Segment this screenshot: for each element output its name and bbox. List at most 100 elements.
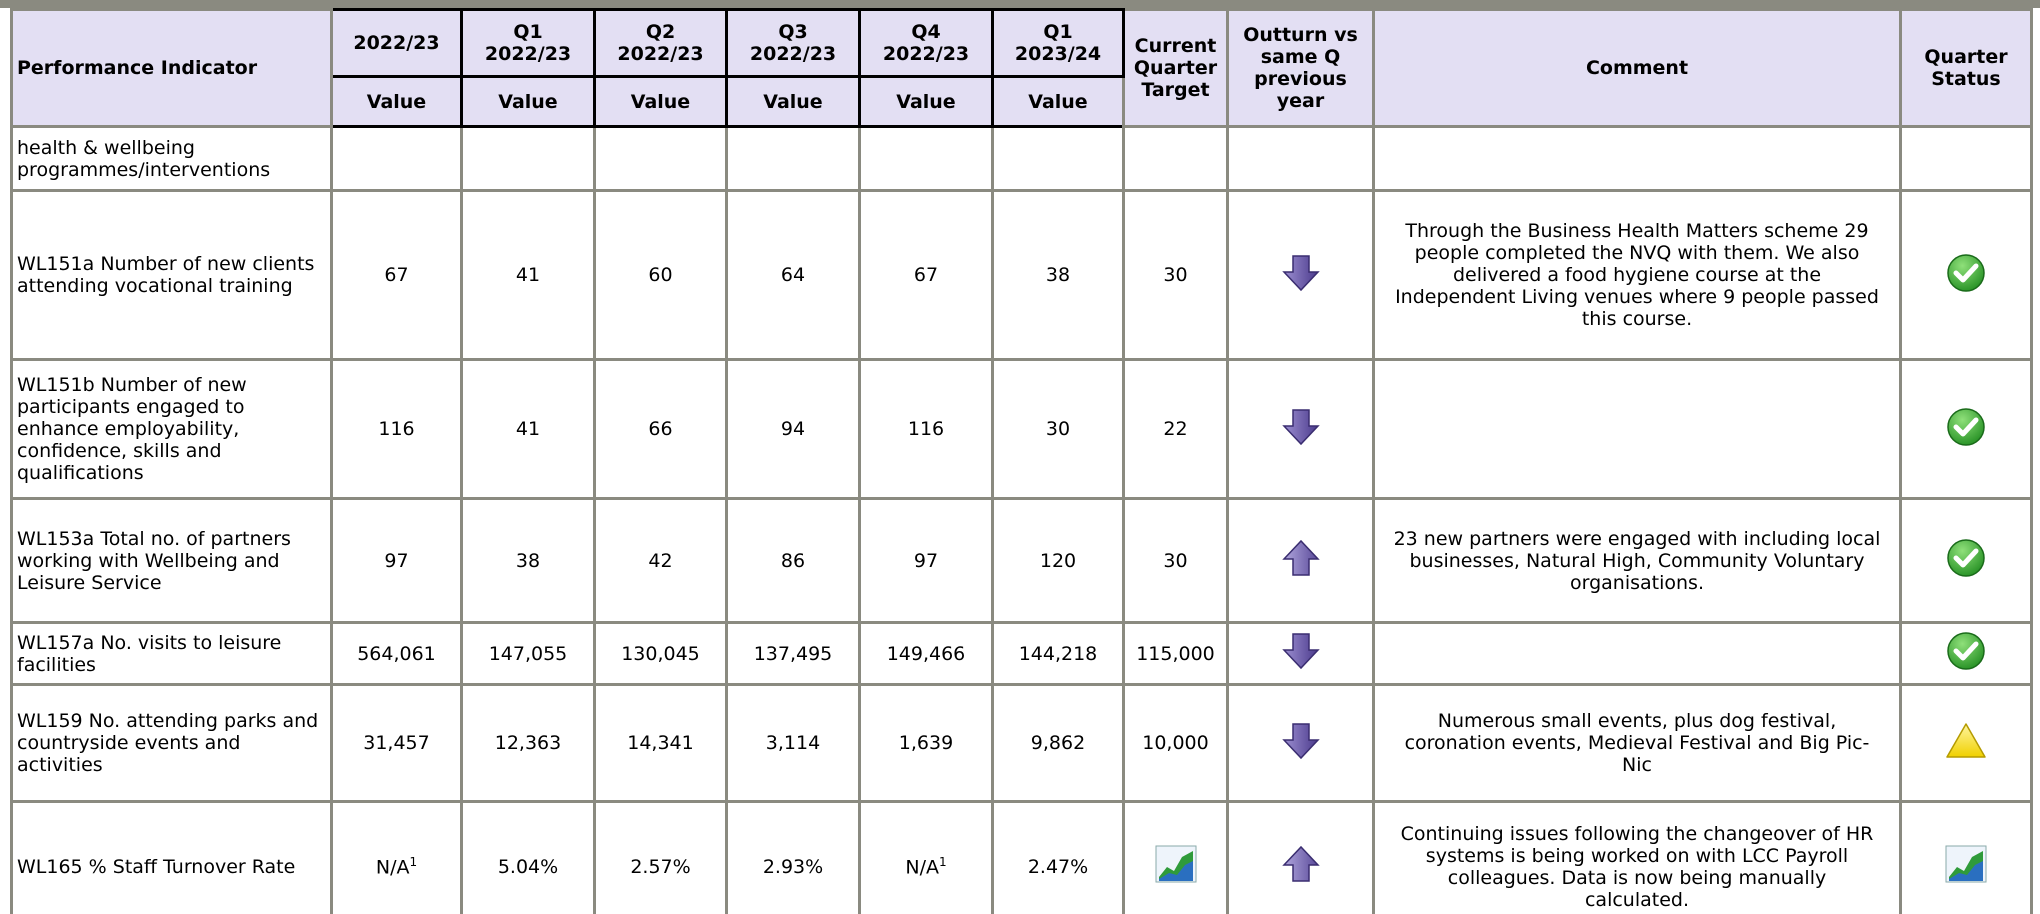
header-text: Q1 2022/23 xyxy=(484,21,572,65)
header-cell: Q3 2022/23 xyxy=(725,8,861,78)
cell-text: 120 xyxy=(1039,549,1077,572)
value-cell: 67 xyxy=(858,189,994,361)
value-cell: 30 xyxy=(991,358,1125,500)
comment-cell: 23 new partners were engaged with includ… xyxy=(1372,497,1902,624)
target-cell: 10,000 xyxy=(1122,683,1229,803)
status-cell xyxy=(1899,497,2033,624)
cell-text: 115,000 xyxy=(1136,642,1215,665)
value-cell: 147,055 xyxy=(460,621,596,686)
cell-text: Numerous small events, plus dog festival… xyxy=(1404,710,1870,776)
header-row: Value Value Value Value Value Value xyxy=(12,75,2032,128)
outturn-cell xyxy=(1226,800,1375,914)
chart-icon xyxy=(1155,845,1197,883)
comment-cell: Through the Business Health Matters sche… xyxy=(1372,189,1902,361)
header-text: Current Quarter Target xyxy=(1133,35,1218,101)
value-cell xyxy=(991,125,1125,192)
header-text: Quarter Status xyxy=(1924,46,2008,90)
status-icon xyxy=(1945,252,1987,294)
value-cell: N/A1 xyxy=(330,800,463,914)
trend-arrow xyxy=(1280,630,1322,672)
status-cell xyxy=(1899,358,2033,500)
cell-text: 30 xyxy=(1163,549,1188,572)
header-cell: Value xyxy=(593,75,728,128)
cell-text: 66 xyxy=(648,418,673,440)
cell-text: 64 xyxy=(780,264,806,286)
value-cell: 144,218 xyxy=(991,621,1125,686)
cell-text: WL157a No. visits to leisure facilities xyxy=(17,631,282,676)
value-cell: 66 xyxy=(593,358,728,500)
cell-text: 1,639 xyxy=(898,732,954,754)
value-cell: 38 xyxy=(991,189,1125,361)
cell-text: 2.93% xyxy=(762,855,824,878)
header-cell: Comment xyxy=(1372,8,1902,128)
header-cell: Value xyxy=(330,75,463,128)
header-cell: Value xyxy=(991,75,1125,128)
header-text: Performance Indicator xyxy=(17,57,258,79)
indicator-cell: WL165 % Staff Turnover Rate xyxy=(10,800,333,914)
value-cell: 12,363 xyxy=(460,683,596,803)
comment-cell xyxy=(1372,125,1902,192)
value-cell: 94 xyxy=(725,358,861,500)
status-icon xyxy=(1945,406,1987,448)
cell-text: 116 xyxy=(907,418,945,440)
header-cell: Q4 2022/23 xyxy=(858,8,994,78)
cell-text: 23 new partners were engaged with includ… xyxy=(1393,527,1881,594)
comment-cell xyxy=(1372,358,1902,500)
table-row: WL165 % Staff Turnover Rate N/A1 5.04% 2.57… xyxy=(10,800,2033,914)
header-text: Q2 2022/23 xyxy=(617,21,704,65)
cell-text: 97 xyxy=(384,549,409,572)
status-cell xyxy=(1899,683,2033,803)
cell-text: 41 xyxy=(515,418,541,440)
header-cell: 2022/23 xyxy=(330,8,463,78)
value-cell: 41 xyxy=(460,358,596,500)
cell-text: 12,363 xyxy=(494,732,562,754)
cell-text: WL153a Total no. of partners working wit… xyxy=(17,527,291,594)
cell-text: Continuing issues following the changeov… xyxy=(1400,822,1874,911)
cell-text: 14,341 xyxy=(627,732,694,754)
value-cell: 97 xyxy=(858,497,994,624)
status-cell xyxy=(1899,621,2033,686)
value-cell: 67 xyxy=(330,189,463,361)
value-cell xyxy=(330,125,463,192)
target-cell: 22 xyxy=(1122,358,1229,500)
indicator-cell: health & wellbeing programmes/interventi… xyxy=(10,125,333,192)
comment-cell: Numerous small events, plus dog festival… xyxy=(1372,683,1902,803)
header-cell: Performance Indicator xyxy=(10,8,333,128)
cell-text: 3,114 xyxy=(765,732,821,754)
cell-text: 5.04% xyxy=(497,855,559,878)
indicator-cell: WL159 No. attending parks and countrysid… xyxy=(10,683,333,803)
cell-text: 30 xyxy=(1045,418,1071,440)
header-text: Value xyxy=(763,90,823,113)
value-cell: 3,114 xyxy=(725,683,861,803)
cell-text: 94 xyxy=(780,418,806,440)
header-cell: Current Quarter Target xyxy=(1122,8,1229,128)
cell-text: 67 xyxy=(384,264,409,286)
outturn-cell xyxy=(1226,189,1375,361)
value-cell: 130,045 xyxy=(593,621,728,686)
value-cell: 1,639 xyxy=(858,683,994,803)
cell-text: 38 xyxy=(515,549,541,572)
value-cell xyxy=(858,125,994,192)
cell-text: 42 xyxy=(648,549,673,572)
target-cell: 30 xyxy=(1122,497,1229,624)
outturn-cell xyxy=(1226,497,1375,624)
target-cell xyxy=(1122,800,1229,914)
cell-text: 137,495 xyxy=(753,642,833,665)
performance-table: Performance Indicator 2022/23 Q1 2022/23 Q2… xyxy=(10,8,2033,914)
value-cell: 14,341 xyxy=(593,683,728,803)
table-row: health & wellbeing programmes/interventi… xyxy=(10,125,2033,192)
value-cell: 116 xyxy=(858,358,994,500)
value-cell xyxy=(725,125,861,192)
value-cell: 38 xyxy=(460,497,596,624)
cell-text: 31,457 xyxy=(363,732,430,754)
cell-text: 97 xyxy=(913,549,939,572)
cell-text: N/A xyxy=(905,856,939,879)
status-cell xyxy=(1899,800,2033,914)
value-cell xyxy=(593,125,728,192)
cell-text: WL151a Number of new clients attending v… xyxy=(17,253,315,297)
value-cell: 97 xyxy=(330,497,463,624)
target-cell xyxy=(1122,125,1229,192)
header-text: Value xyxy=(498,90,558,113)
header-cell: Value xyxy=(460,75,596,128)
header-text: Q4 2022/23 xyxy=(882,21,970,65)
